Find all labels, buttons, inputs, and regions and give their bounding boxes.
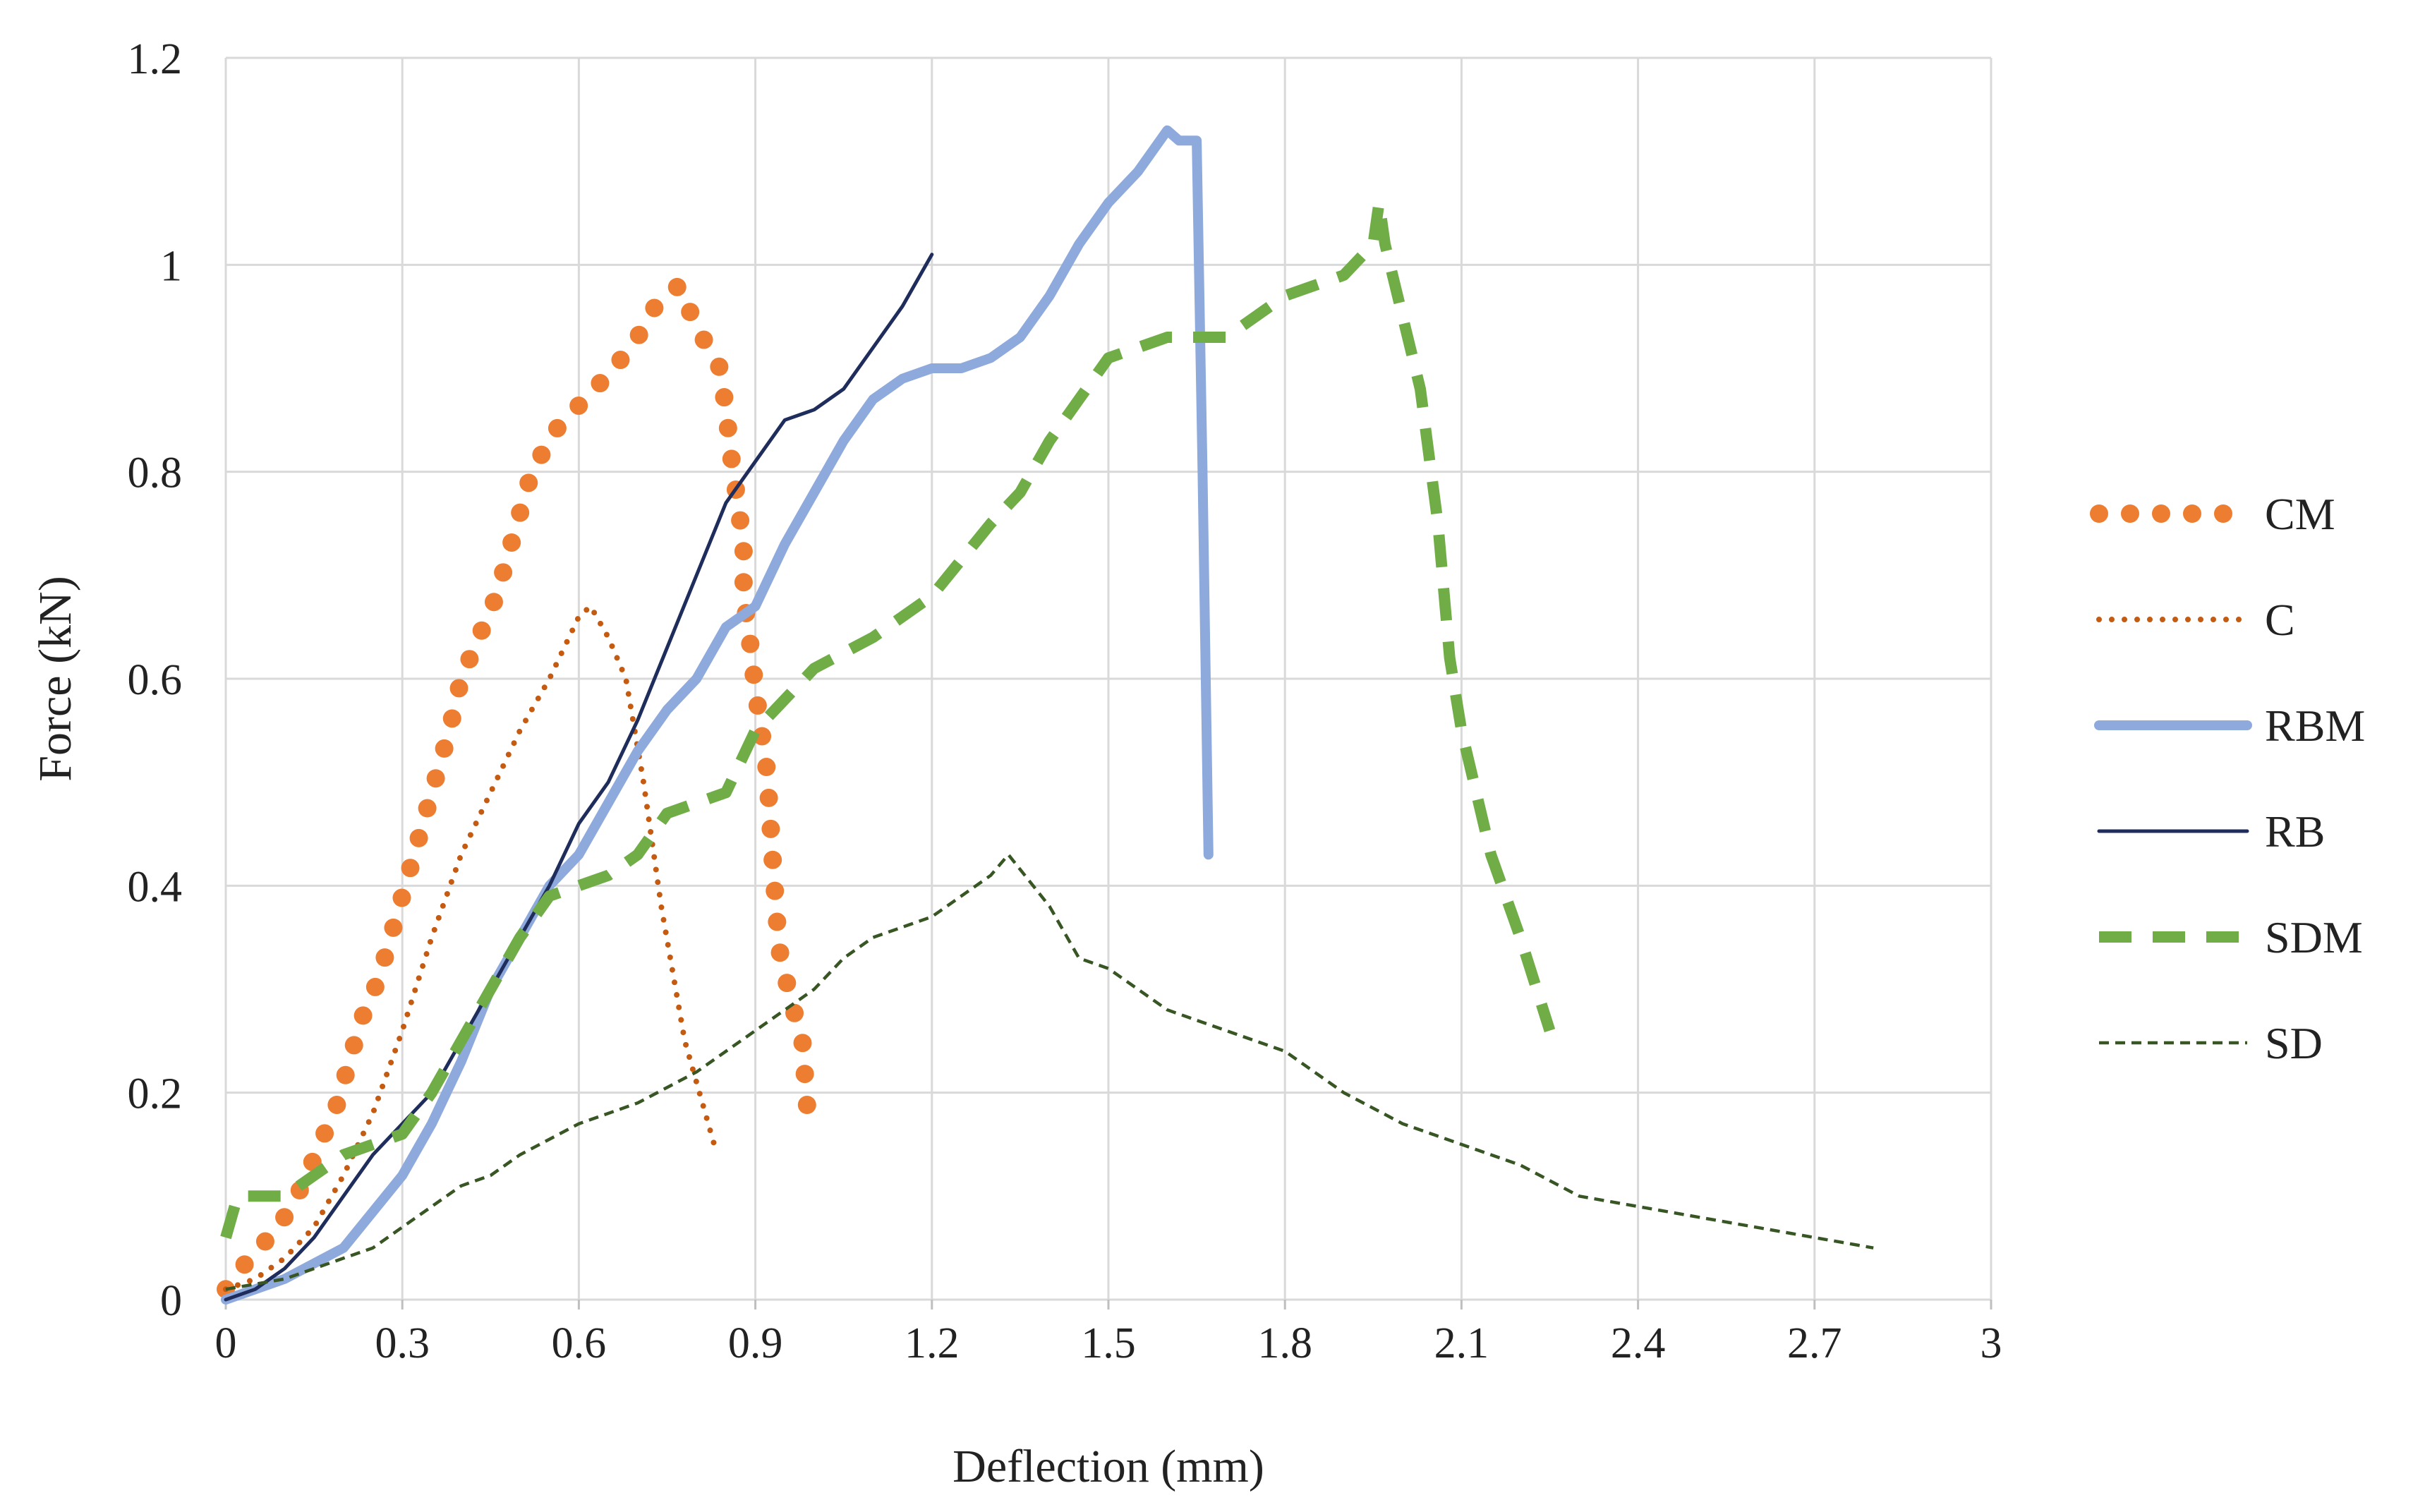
y-tick-label: 0.6 xyxy=(128,656,183,704)
legend-label: RBM xyxy=(2265,701,2365,751)
series-line-sd xyxy=(225,853,1874,1291)
legend: CM C RBM RB SDM SD xyxy=(2090,489,2365,1068)
series-line-sdm xyxy=(220,197,1556,1240)
y-tick-label: 0.2 xyxy=(128,1070,183,1118)
x-tick-label: 0.6 xyxy=(552,1319,607,1367)
x-tick-label: 3 xyxy=(1980,1319,2002,1367)
legend-label: SD xyxy=(2265,1018,2323,1068)
x-tick-label: 1.2 xyxy=(905,1319,960,1367)
x-tick-label: 1.8 xyxy=(1257,1319,1312,1367)
y-tick-label: 0.8 xyxy=(128,449,183,497)
x-axis-title: Deflection (mm) xyxy=(953,1441,1264,1492)
legend-label: SDM xyxy=(2265,912,2363,962)
legend-item-c: C xyxy=(2096,595,2295,645)
y-tick-label: 0 xyxy=(160,1277,182,1325)
legend-item-sdm: SDM xyxy=(2099,912,2363,962)
x-tick-label: 2.7 xyxy=(1787,1319,1842,1367)
y-tick-label: 1.2 xyxy=(128,35,183,83)
x-tick-label: 1.5 xyxy=(1081,1319,1136,1367)
series-line-rbm xyxy=(221,125,1214,1305)
legend-item-cm: CM xyxy=(2090,489,2335,539)
series-layer xyxy=(217,125,1874,1305)
legend-label: CM xyxy=(2265,489,2335,539)
x-tick-label: 0 xyxy=(215,1319,237,1367)
x-tick-label: 0.3 xyxy=(375,1319,430,1367)
legend-item-rbm: RBM xyxy=(2094,701,2365,751)
legend-label: C xyxy=(2265,595,2295,645)
y-axis-title: Force (kN) xyxy=(30,576,81,781)
grid xyxy=(224,56,1992,1310)
legend-item-sd: SD xyxy=(2099,1018,2323,1068)
y-tick-label: 0.4 xyxy=(128,863,183,911)
x-tick-label: 2.1 xyxy=(1434,1319,1489,1367)
legend-item-rb: RB xyxy=(2097,806,2325,857)
series-line-cm xyxy=(217,276,818,1299)
y-tick-label: 1 xyxy=(160,242,182,290)
legend-label: RB xyxy=(2265,806,2325,857)
x-tick-label: 0.9 xyxy=(728,1319,783,1367)
x-tick-label: 2.4 xyxy=(1611,1319,1666,1367)
tick-labels: 0 0.3 0.6 0.9 1.2 1.5 1.8 2.1 2.4 2.7 3 0 0.2 0.4 0.6 0… xyxy=(128,35,2002,1367)
series-line-rb xyxy=(224,253,934,1302)
